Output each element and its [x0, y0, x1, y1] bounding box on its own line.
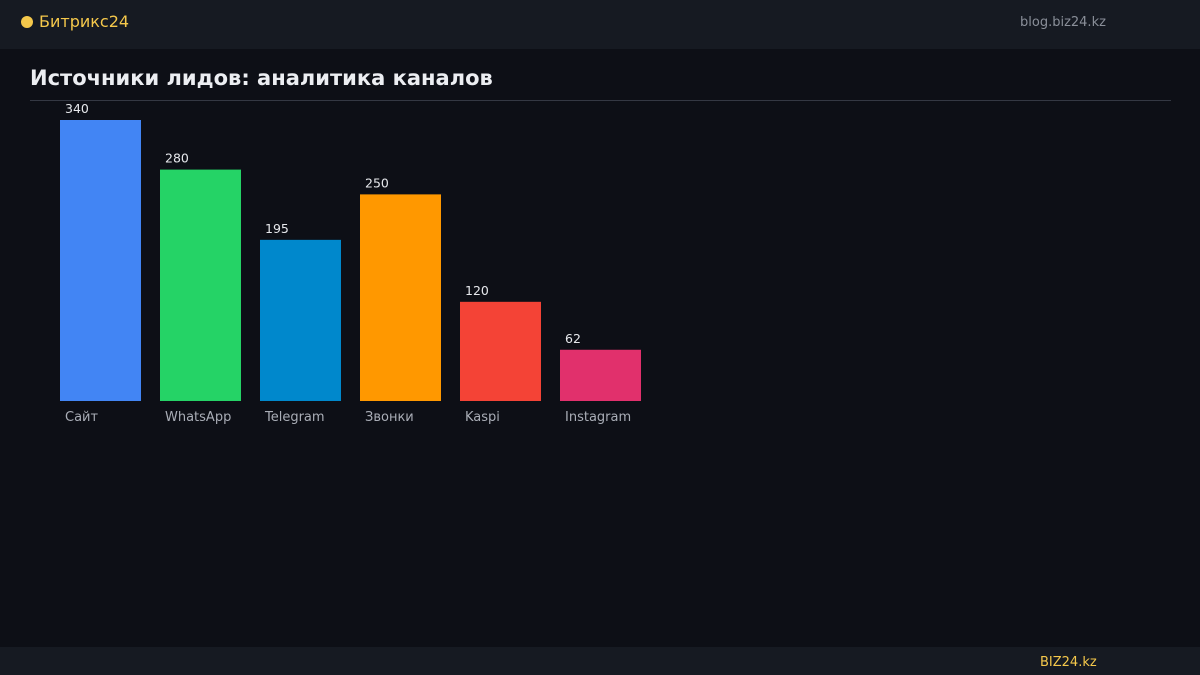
site-url[interactable]: blog.biz24.kz: [1020, 15, 1106, 30]
bar-0: [60, 120, 141, 401]
category-label-4: Kaspi: [465, 410, 500, 425]
value-label-3: 250: [365, 175, 389, 190]
category-label-2: Telegram: [264, 410, 325, 425]
value-label-1: 280: [165, 151, 189, 166]
bar-2: [260, 239, 341, 401]
category-label-3: Звонки: [365, 410, 414, 425]
bar-4: [460, 301, 541, 401]
top-bar: Битрикс24 blog.biz24.kz: [0, 0, 1200, 49]
brand-name: Битрикс24: [39, 12, 130, 31]
value-label-4: 120: [465, 283, 489, 298]
brand-dot-icon: [21, 15, 33, 28]
footer-bar: BIZ24.kz: [0, 647, 1200, 675]
category-label-5: Instagram: [565, 410, 631, 425]
page-title: Источники лидов: аналитика каналов: [30, 66, 493, 90]
value-label-0: 340: [65, 101, 89, 116]
value-label-2: 195: [265, 221, 289, 236]
category-label-1: WhatsApp: [165, 410, 231, 425]
bar-3: [360, 194, 441, 401]
value-label-5: 62: [565, 331, 581, 346]
category-label-0: Сайт: [65, 410, 98, 425]
bar-5: [560, 349, 641, 401]
bar-1: [160, 169, 241, 401]
title-divider: [30, 100, 1171, 101]
footer-brand[interactable]: BIZ24.kz: [1040, 655, 1097, 670]
brand-logo[interactable]: Битрикс24: [21, 12, 129, 31]
